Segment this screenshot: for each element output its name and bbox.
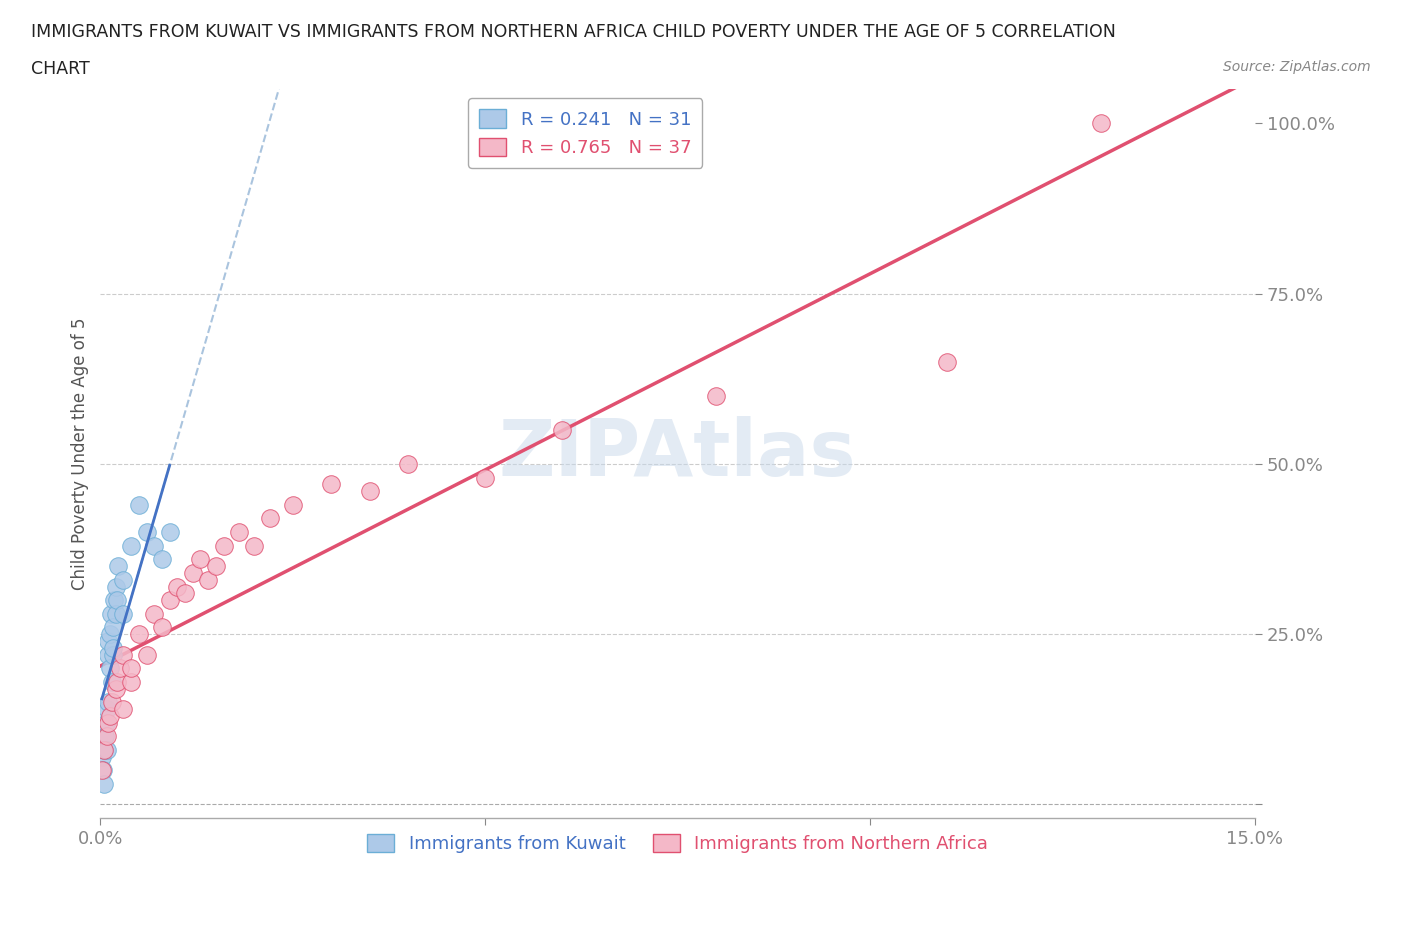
Legend: Immigrants from Kuwait, Immigrants from Northern Africa: Immigrants from Kuwait, Immigrants from … — [360, 826, 995, 860]
Point — [101, 695, 124, 710]
Text: CHART: CHART — [31, 60, 90, 78]
Point — [120, 538, 142, 553]
Point — [104, 682, 127, 697]
Point — [396, 457, 419, 472]
Point — [90, 750, 112, 764]
Text: IMMIGRANTS FROM KUWAIT VS IMMIGRANTS FROM NORTHERN AFRICA CHILD POVERTY UNDER TH: IMMIGRANTS FROM KUWAIT VS IMMIGRANTS FRO… — [31, 23, 1116, 41]
Point — [101, 620, 124, 635]
Point — [228, 525, 250, 539]
Point — [166, 579, 188, 594]
Point — [150, 620, 173, 635]
Point — [97, 715, 120, 730]
Point — [212, 538, 235, 553]
Point — [96, 702, 118, 717]
Point — [103, 592, 125, 607]
Point — [120, 661, 142, 676]
Point — [321, 477, 343, 492]
Point — [97, 647, 120, 662]
Point — [105, 592, 128, 607]
Point — [197, 572, 219, 587]
Point — [101, 647, 124, 662]
Point — [120, 674, 142, 689]
Point — [98, 661, 121, 676]
Point — [174, 586, 197, 601]
Point — [104, 579, 127, 594]
Point — [204, 559, 226, 574]
Point — [181, 565, 204, 580]
Point — [135, 525, 157, 539]
Point — [259, 511, 281, 525]
Point — [93, 742, 115, 757]
Point — [1090, 116, 1112, 131]
Point — [97, 633, 120, 648]
Text: ZIPAtlas: ZIPAtlas — [499, 416, 856, 492]
Text: Source: ZipAtlas.com: Source: ZipAtlas.com — [1223, 60, 1371, 74]
Point — [112, 647, 135, 662]
Point — [96, 729, 118, 744]
Point — [97, 695, 120, 710]
Point — [98, 709, 121, 724]
Point — [190, 551, 212, 566]
Point — [704, 389, 727, 404]
Point — [93, 742, 115, 757]
Point — [112, 572, 135, 587]
Point — [101, 674, 124, 689]
Point — [98, 627, 121, 642]
Point — [96, 742, 118, 757]
Point — [159, 592, 181, 607]
Point — [90, 763, 112, 777]
Point — [281, 498, 304, 512]
Point — [94, 715, 117, 730]
Point — [243, 538, 266, 553]
Point — [100, 606, 122, 621]
Point — [107, 559, 129, 574]
Point — [112, 702, 135, 717]
Point — [128, 498, 150, 512]
Y-axis label: Child Poverty Under the Age of 5: Child Poverty Under the Age of 5 — [72, 317, 89, 590]
Point — [105, 674, 128, 689]
Point — [108, 661, 131, 676]
Point — [359, 484, 381, 498]
Point — [135, 647, 157, 662]
Point — [143, 606, 166, 621]
Point — [93, 763, 115, 777]
Point — [159, 525, 181, 539]
Point — [128, 627, 150, 642]
Point — [103, 641, 125, 656]
Point — [474, 471, 496, 485]
Point — [150, 551, 173, 566]
Point — [94, 729, 117, 744]
Point — [551, 422, 574, 437]
Point — [143, 538, 166, 553]
Point — [112, 606, 135, 621]
Point — [93, 777, 115, 791]
Point — [936, 354, 959, 369]
Point — [104, 606, 127, 621]
